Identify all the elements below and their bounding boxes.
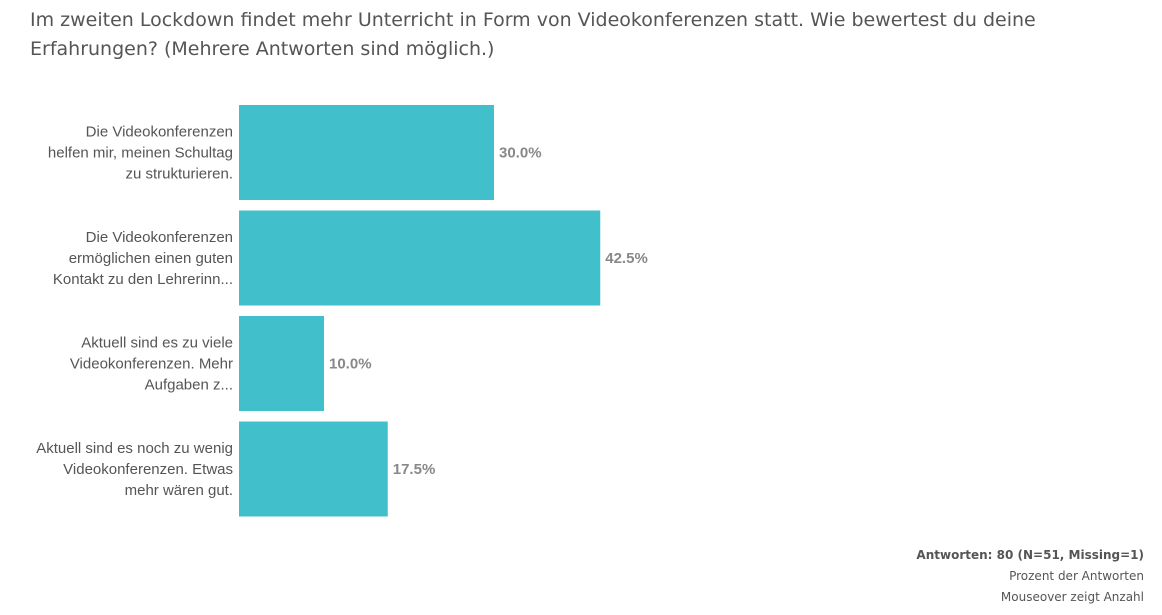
mouseover-note: Mouseover zeigt Anzahl [1000, 590, 1144, 604]
responses-count: Antworten: 80 (N=51, Missing=1) [916, 548, 1144, 562]
value-label-2: 42.5% [605, 250, 648, 267]
value-label-3: 10.0% [329, 356, 372, 373]
value-label-1: 30.0% [499, 145, 542, 162]
value-label-4: 17.5% [393, 461, 436, 478]
chart-footer: Antworten: 80 (N=51, Missing=1) Prozent … [916, 545, 1144, 608]
bar-chart: 30.0% Die Videokonferenzen helfen mir, mei… [36, 105, 648, 517]
category-label-2: Die Videokonferenzen ermöglichen einen gu… [53, 229, 233, 288]
percent-note: Prozent der Antworten [1009, 569, 1144, 583]
bar-1[interactable] [239, 105, 494, 200]
category-label-4: Aktuell sind es noch zu wenig Videokonfer… [36, 440, 233, 499]
category-label-1: Die Videokonferenzen helfen mir, meinen S… [48, 124, 233, 183]
category-label-3: Aktuell sind es zu viele Videokonferenzen… [70, 335, 233, 394]
bar-3[interactable] [239, 316, 324, 411]
bar-2[interactable] [239, 210, 601, 306]
chart-title: Im zweiten Lockdown findet mehr Unterric… [30, 9, 1036, 60]
bar-4[interactable] [239, 421, 388, 517]
